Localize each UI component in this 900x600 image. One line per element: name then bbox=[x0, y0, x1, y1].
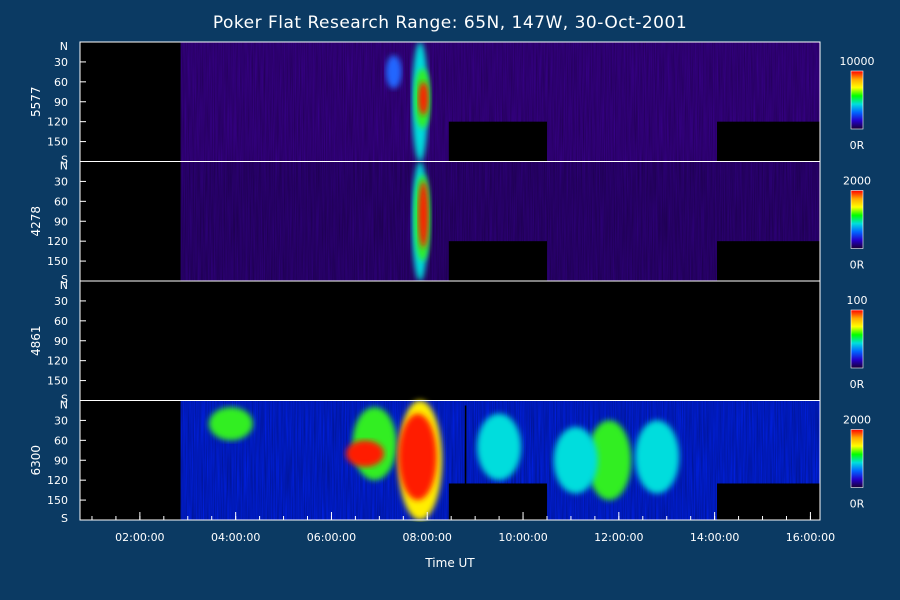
panel-5577 bbox=[80, 42, 820, 162]
x-axis: 02:00:00 04:00:00 06:00:00 08:00:00 10:00:00… bbox=[91, 512, 835, 544]
colorbar-max: 2000 bbox=[843, 175, 871, 188]
y-tick-label: 120 bbox=[47, 116, 68, 129]
y-tick-label: N bbox=[60, 160, 68, 173]
emission-green bbox=[587, 420, 632, 501]
panel-label-5577: 5577 bbox=[29, 86, 43, 117]
panel-6300 bbox=[80, 400, 820, 520]
y-tick-label: 60 bbox=[54, 76, 68, 89]
y-tick-label: 90 bbox=[54, 454, 68, 467]
colorbar-min: 0R bbox=[850, 498, 865, 511]
colorbar-min: 0R bbox=[850, 378, 865, 391]
y-tick-label: 120 bbox=[47, 235, 68, 248]
colorbars: 10000 0R 2000 0R 100 0R 2000 0R bbox=[840, 55, 875, 511]
emission-cyan bbox=[553, 427, 598, 494]
y-tick-label: 60 bbox=[54, 434, 68, 447]
data-gap bbox=[717, 483, 820, 520]
data-gap bbox=[717, 241, 820, 281]
y-tick-label: 90 bbox=[54, 96, 68, 109]
colorbar-min: 0R bbox=[850, 139, 865, 152]
panel-label-6300: 6300 bbox=[29, 445, 43, 476]
emission-green bbox=[208, 407, 253, 441]
colorbar-gradient bbox=[850, 309, 864, 369]
emission-red bbox=[418, 81, 429, 116]
data-gap bbox=[717, 370, 820, 401]
y-tick-label: 90 bbox=[54, 215, 68, 228]
x-tick-label: 12:00:00 bbox=[594, 531, 643, 544]
emission-red bbox=[418, 181, 429, 248]
y-tick-label: N bbox=[60, 399, 68, 412]
emission-red bbox=[345, 440, 384, 467]
y-tick-label: 30 bbox=[54, 56, 68, 69]
y-tick-label: 30 bbox=[54, 175, 68, 188]
y-tick-label: 30 bbox=[54, 414, 68, 427]
data-gap bbox=[448, 360, 547, 401]
colorbar-5577: 10000 0R bbox=[840, 55, 875, 152]
axes: N 30 60 90 120 150 S 5577 N 30 60 90 120 150 S 4278 N 30 6… bbox=[29, 40, 821, 525]
panel-4278 bbox=[80, 161, 820, 281]
data-gap bbox=[448, 121, 547, 162]
colorbar-max: 10000 bbox=[840, 55, 875, 68]
y-tick-label: 30 bbox=[54, 295, 68, 308]
chart-title: Poker Flat Research Range: 65N, 147W, 30… bbox=[213, 13, 687, 33]
x-tick-label: 14:00:00 bbox=[690, 531, 739, 544]
y-tick-label: S bbox=[61, 393, 68, 406]
y-tick-label: 150 bbox=[47, 375, 68, 388]
colorbar-4861: 100 0R bbox=[847, 294, 868, 391]
colorbar-4278: 2000 0R bbox=[843, 175, 871, 272]
colorbar-gradient bbox=[850, 190, 864, 249]
y-tick-label: S bbox=[61, 273, 68, 286]
emission-blue bbox=[385, 55, 402, 89]
colorbar-max: 2000 bbox=[843, 414, 871, 427]
y-tick-label: S bbox=[61, 154, 68, 167]
emission-cyan bbox=[477, 413, 522, 481]
y-tick-label: 120 bbox=[47, 474, 68, 487]
y-tick-label: 60 bbox=[54, 195, 68, 208]
y-tick-label: N bbox=[60, 279, 68, 292]
y-tick-label: S bbox=[61, 512, 68, 525]
data-gap bbox=[448, 483, 547, 520]
panel-4861 bbox=[80, 281, 820, 401]
emission-red bbox=[398, 413, 437, 501]
y-tick-label: N bbox=[60, 40, 68, 53]
panels bbox=[80, 42, 820, 520]
colorbar-min: 0R bbox=[850, 259, 865, 272]
x-tick-label: 10:00:00 bbox=[498, 531, 547, 544]
y-tick-label: 120 bbox=[47, 355, 68, 368]
x-tick-label: 06:00:00 bbox=[307, 531, 356, 544]
emission-cyan bbox=[635, 420, 680, 494]
data-gap bbox=[717, 121, 820, 162]
x-tick-label: 16:00:00 bbox=[786, 531, 835, 544]
y-tick-label: 150 bbox=[47, 494, 68, 507]
y-tick-label: 150 bbox=[47, 255, 68, 268]
colorbar-6300: 2000 0R bbox=[843, 414, 871, 511]
data-gap bbox=[448, 241, 547, 281]
colorbar-max: 100 bbox=[847, 294, 868, 307]
y-tick-label: 60 bbox=[54, 315, 68, 328]
y-tick-label: 90 bbox=[54, 335, 68, 348]
x-axis-title: Time UT bbox=[424, 556, 475, 570]
panel-label-4278: 4278 bbox=[29, 206, 43, 237]
y-tick-label: 150 bbox=[47, 136, 68, 149]
panel-label-4861: 4861 bbox=[29, 325, 43, 356]
x-tick-label: 04:00:00 bbox=[211, 531, 260, 544]
x-tick-label: 02:00:00 bbox=[115, 531, 164, 544]
colorbar-gradient bbox=[850, 70, 864, 130]
x-tick-label: 08:00:00 bbox=[403, 531, 452, 544]
colorbar-gradient bbox=[850, 429, 864, 488]
